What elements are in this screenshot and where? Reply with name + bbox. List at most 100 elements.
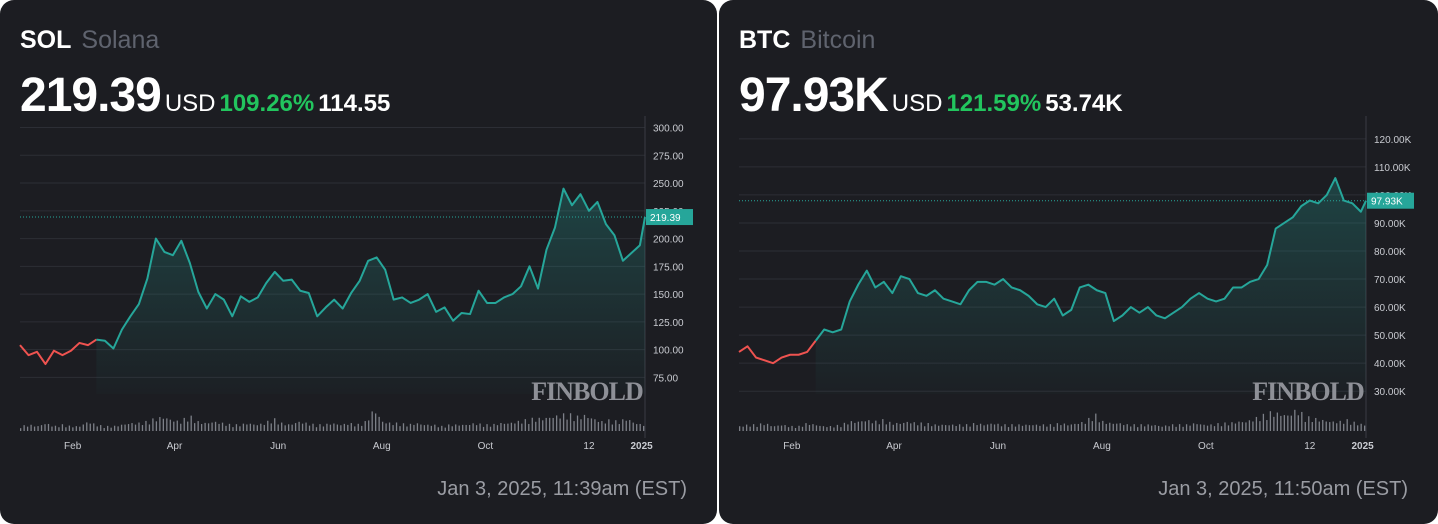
volume-bar xyxy=(33,426,36,431)
volume-bar xyxy=(801,426,804,431)
volume-bar xyxy=(833,427,835,431)
volume-bar xyxy=(1304,421,1306,431)
x-tick-label: Jun xyxy=(270,441,286,452)
price-chart[interactable]: 300.00275.00250.00225.00200.00175.00150.… xyxy=(0,116,717,460)
volume-bar xyxy=(475,425,478,431)
volume-bar xyxy=(927,423,929,431)
currency: USD xyxy=(891,90,943,117)
volume-bar xyxy=(1098,422,1100,431)
volume-bar xyxy=(545,417,547,431)
volume-bar xyxy=(763,425,765,431)
volume-bar xyxy=(427,424,429,431)
volume-bar xyxy=(1206,425,1209,431)
volume-bar xyxy=(812,424,814,431)
volume-bar xyxy=(1241,422,1244,431)
volume-bar xyxy=(815,425,818,431)
volume-bar xyxy=(458,425,460,431)
volume-bar xyxy=(643,425,645,431)
volume-bar xyxy=(281,422,283,431)
y-tick-label: 75.00 xyxy=(653,373,678,384)
volume-bar xyxy=(1322,419,1324,431)
volume-bar xyxy=(214,421,217,431)
volume-bar xyxy=(580,419,582,431)
volume-bar xyxy=(1011,424,1013,431)
volume-bar xyxy=(437,427,439,431)
volume-bar xyxy=(1157,425,1160,431)
volume-bar xyxy=(455,424,457,431)
volume-bar xyxy=(847,424,849,431)
volume-bar xyxy=(93,423,95,431)
price-chart[interactable]: 120.00K110.00K100.00K90.00K80.00K70.00K6… xyxy=(719,116,1438,460)
y-tick-label: 275.00 xyxy=(653,151,684,162)
volume-bar xyxy=(542,420,544,431)
volume-bar xyxy=(392,425,394,431)
volume-bar xyxy=(552,417,554,431)
volume-bar xyxy=(997,423,999,431)
timestamp: Jan 3, 2025, 11:50am (EST) xyxy=(1158,478,1408,500)
volume-bar xyxy=(336,424,339,431)
volume-bar xyxy=(451,426,453,431)
volume-bar xyxy=(301,423,304,431)
volume-bar xyxy=(406,426,408,431)
volume-bar xyxy=(1014,426,1017,431)
volume-bar xyxy=(1178,424,1181,431)
volume-bar xyxy=(308,425,311,431)
volume-bar xyxy=(1049,424,1052,431)
volume-bar xyxy=(1325,421,1327,431)
volume-bar xyxy=(200,424,203,431)
volume-bar xyxy=(434,424,436,431)
volume-bar xyxy=(420,424,422,431)
volume-bar xyxy=(1301,411,1303,431)
volume-bar xyxy=(882,419,884,431)
volume-bar xyxy=(159,417,161,431)
volume-bar xyxy=(510,422,513,431)
volume-bar xyxy=(948,425,950,431)
volume-bar xyxy=(576,415,579,431)
volume-bar xyxy=(562,413,565,431)
volume-bar xyxy=(173,421,175,431)
volume-bar xyxy=(1112,423,1114,431)
volume-bar xyxy=(1171,424,1174,431)
volume-bar xyxy=(1318,421,1320,431)
volume-bar xyxy=(343,423,345,431)
volume-bar xyxy=(604,423,607,431)
volume-bar xyxy=(611,424,613,431)
volume-bar xyxy=(910,423,912,431)
volume-bar xyxy=(794,427,797,431)
volume-bar xyxy=(1000,426,1003,431)
volume-bar xyxy=(517,420,520,431)
volume-bar xyxy=(468,425,471,431)
volume-bar xyxy=(1105,423,1107,431)
volume-bar xyxy=(892,424,894,431)
volume-bar xyxy=(381,421,384,431)
volume-bar xyxy=(1220,426,1223,431)
volume-bar xyxy=(1248,420,1251,431)
volume-bar xyxy=(965,424,968,431)
volume-bar xyxy=(1007,427,1010,431)
volume-bar xyxy=(176,420,178,431)
x-tick-label: 2025 xyxy=(1351,441,1374,452)
y-tick-label: 70.00K xyxy=(1374,275,1406,286)
volume-bar xyxy=(378,416,380,431)
volume-bar xyxy=(218,423,220,431)
volume-bar xyxy=(322,426,325,431)
volume-bar xyxy=(622,419,624,431)
volume-bar xyxy=(228,423,231,431)
volume-bar xyxy=(822,426,825,431)
volume-bar xyxy=(500,423,502,431)
y-tick-label: 60.00K xyxy=(1374,303,1406,314)
volume-bar xyxy=(1217,423,1219,431)
volume-bar xyxy=(573,421,575,431)
volume-bar xyxy=(187,421,189,431)
volume-bar xyxy=(868,420,870,431)
ticker-header: BTC Bitcoin xyxy=(739,26,875,55)
volume-bar xyxy=(1074,423,1076,431)
y-tick-label: 50.00K xyxy=(1374,331,1406,342)
change-absolute: 53.74K xyxy=(1045,90,1123,117)
volume-bar xyxy=(294,423,297,431)
price-area xyxy=(815,178,1366,394)
volume-bar xyxy=(632,422,634,431)
volume-bar xyxy=(207,423,210,431)
volume-bar xyxy=(1192,423,1195,431)
volume-bar xyxy=(482,426,485,431)
